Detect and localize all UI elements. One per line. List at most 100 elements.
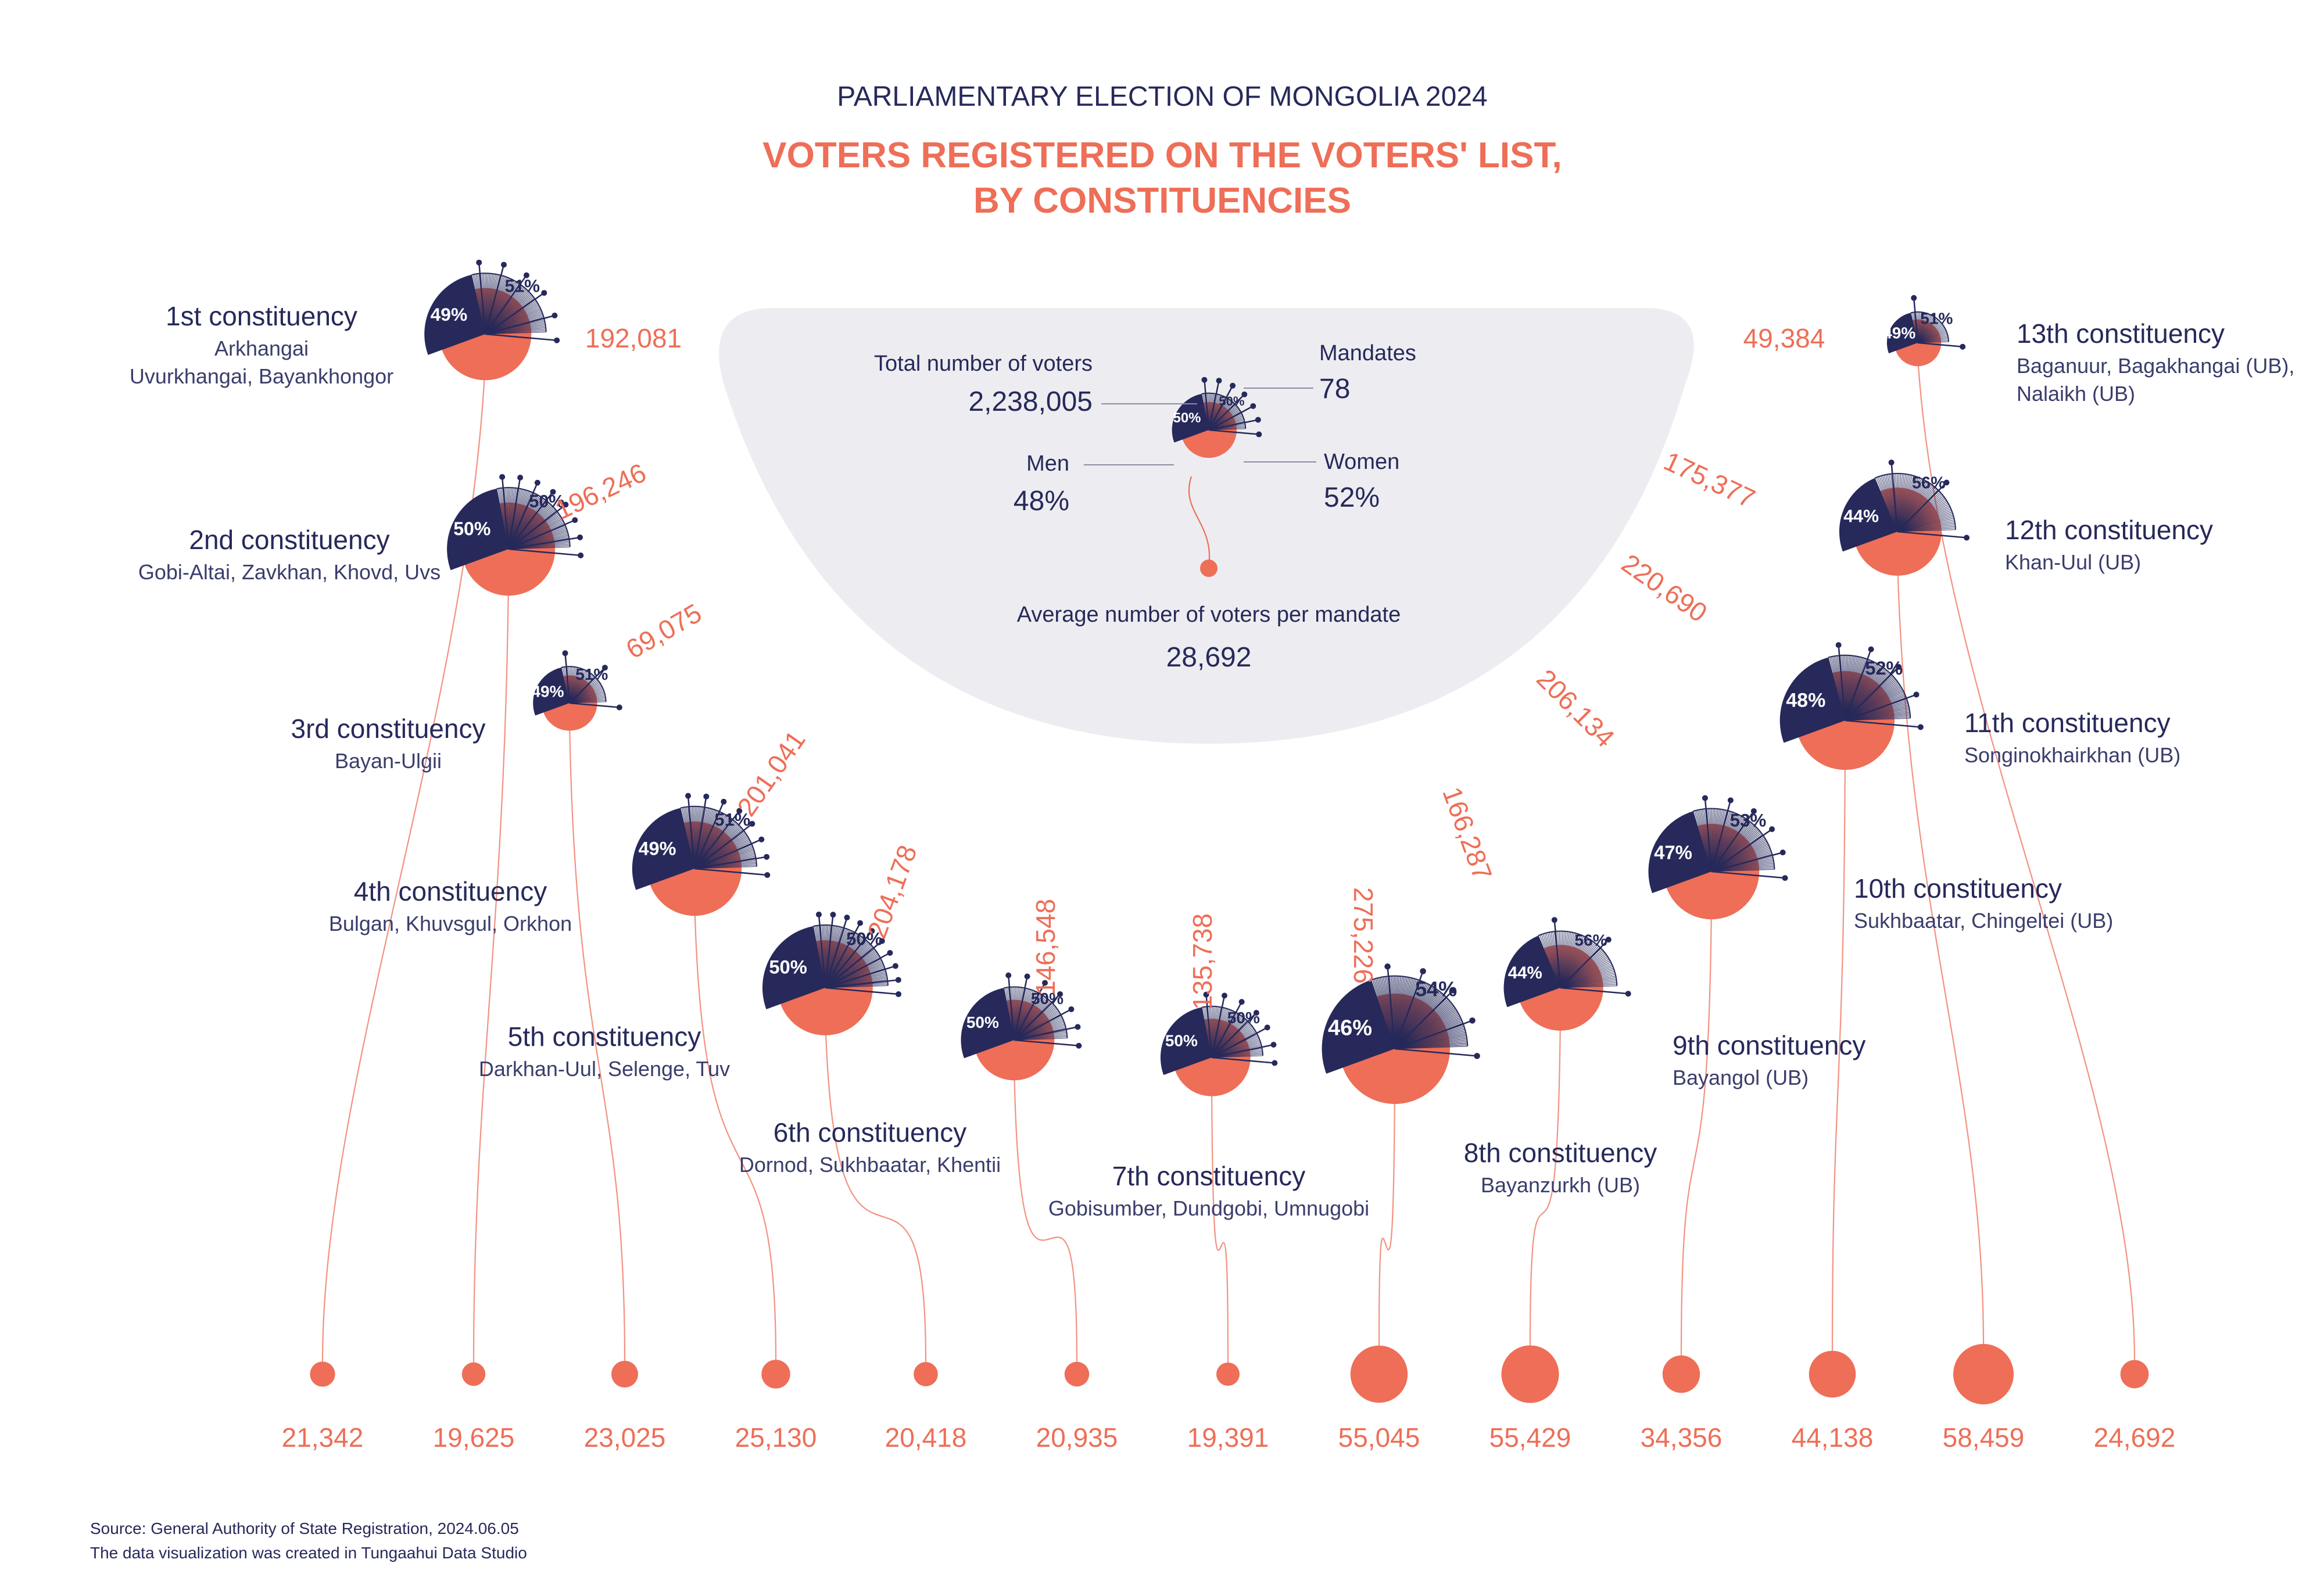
constituency-4-men-pct: 49%	[638, 838, 676, 859]
constituency-11-pie: 48% 52%	[1779, 642, 1924, 770]
summary-avg-label: Average number of voters per mandate	[1017, 603, 1401, 627]
constituency-9: 44% 56%	[1503, 917, 1631, 1031]
constituency-10-avg-dot	[1662, 1355, 1700, 1393]
constituency-12-mandate-dot	[1964, 535, 1970, 541]
constituency-3-mandate-dot	[601, 665, 608, 671]
constituency-5-mandate-stems	[815, 911, 902, 998]
constituency-4-name: 4th constituency	[354, 876, 547, 906]
constituency-7-mandate-dot	[1221, 992, 1227, 999]
constituency-3-men-sector	[533, 667, 570, 716]
constituency-11-men-pct: 48%	[1786, 690, 1825, 712]
constituency-2-name: 2nd constituency	[189, 525, 389, 555]
summary-mandates-value: 78	[1319, 374, 1350, 404]
constituency-4-men-sector	[632, 808, 694, 890]
constituency-8-mandate-stems	[1384, 963, 1480, 1059]
constituency-8-pie: 46% 54%	[1322, 963, 1480, 1104]
constituency-7-pie: 50% 50%	[1160, 991, 1278, 1096]
summary-total-value: 2,238,005	[968, 386, 1093, 417]
constituency-7-name: 7th constituency	[1112, 1161, 1305, 1191]
constituency-7-men-sector	[1160, 1007, 1212, 1075]
constituency-2-mandate-dot	[499, 474, 506, 480]
constituency-1-mandate-stems	[476, 259, 560, 343]
constituency-11-avg-dot	[1809, 1350, 1856, 1398]
constituency-4-mandate-dot	[721, 798, 727, 805]
summary-pie: 50% 50%	[1172, 377, 1262, 458]
constituency-9-mandate-dot	[1605, 937, 1612, 943]
constituency-12-mandate-stems	[1888, 459, 1970, 541]
constituency-5-mandate-dot	[895, 977, 901, 983]
constituency-5-mandate-dot	[815, 911, 822, 917]
constituency-6-men-sector	[961, 988, 1014, 1059]
constituency-7-mandate-dot	[1270, 1042, 1277, 1048]
constituency-12-women-pct: 56%	[1912, 474, 1946, 493]
constituency-11-mandate-dot	[1868, 646, 1874, 653]
constituency-1-avg-dot	[310, 1361, 335, 1387]
constituency-2-mandate-stems	[499, 474, 584, 558]
source-note: Source: General Authority of State Regis…	[90, 1519, 519, 1537]
constituency-2-mandate-dot	[577, 534, 583, 540]
constituency-10-mandate-dot	[1702, 795, 1708, 801]
constituency-13-mandate-stems	[1911, 295, 1966, 350]
constituency-6-mandate-dot	[1068, 1006, 1075, 1012]
constituency-7-mandate-stems	[1203, 991, 1278, 1066]
constituency-6-mandate-dot	[1005, 972, 1012, 978]
summary-women-value: 52%	[1324, 482, 1380, 513]
constituency-6-total-label: 146,548	[1030, 899, 1061, 995]
constituency-7-mandate-dot	[1253, 1010, 1259, 1016]
constituency-2-mandate-dot	[572, 517, 578, 524]
constituency-12-name: 12th constituency	[2005, 515, 2213, 545]
constituency-1-mandate-dot	[476, 259, 482, 266]
constituency-4-region: Bulgan, Khuvsgul, Orkhon	[329, 912, 572, 935]
constituency-12-mandate-dot	[1888, 459, 1895, 465]
constituency-4-mandate-stems	[685, 793, 771, 878]
constituency-11-name: 11th constituency	[1964, 708, 2171, 738]
credit-note: The data visualization was created in Tu…	[90, 1544, 527, 1562]
constituency-10-region: Sukhbaatar, Chingeltei (UB)	[1854, 909, 2113, 933]
summary-mandate-dot	[1256, 431, 1262, 438]
constituency-3-pie: 49% 51%	[531, 650, 622, 731]
constituency-9-men-pct: 44%	[1508, 963, 1542, 983]
constituency-4-mandate-dot	[764, 872, 771, 878]
constituency-10-total-label: 206,134	[1531, 664, 1620, 753]
constituency-5-mandate-dot	[869, 928, 875, 934]
constituency-6-men-pct: 50%	[966, 1013, 999, 1031]
constituency-8-men-pct: 46%	[1328, 1016, 1372, 1041]
constituency-6-mandate-stems	[1005, 972, 1082, 1049]
constituency-12: 44% 56%	[1839, 459, 1970, 576]
constituency-10-mandate-dot	[1769, 826, 1775, 833]
constituency-6-avg-label: 20,935	[1036, 1422, 1118, 1453]
summary-avg-dot	[1200, 560, 1217, 577]
constituency-1-mandate-dot	[523, 272, 529, 278]
constituency-1-region: Uvurkhangai, Bayankhongor	[130, 364, 393, 388]
constituency-13: 49% 51%	[1883, 295, 1966, 367]
constituency-5: 50% 50%	[762, 911, 902, 1035]
constituency-9-name: 9th constituency	[1673, 1030, 1865, 1060]
constituency-1-mandate-dot	[541, 290, 547, 296]
constituency-5-region: Darkhan-Uul, Selenge, Tuv	[479, 1057, 730, 1081]
avg-per-mandate-row: 21,342 19,625 23,025 25,130 20,418 20,935 19,3…	[282, 1344, 2176, 1453]
summary-avg-value: 28,692	[1166, 642, 1252, 673]
constituency-3-total-label: 69,075	[621, 597, 707, 664]
constituency-3-men-pct: 49%	[531, 682, 564, 700]
constituency-13-avg-label: 24,692	[2094, 1422, 2176, 1453]
constituency-8-mandate-dot	[1469, 1017, 1476, 1024]
constituency-6-mandate-dot	[1024, 973, 1030, 980]
summary-mandate-dot	[1216, 378, 1222, 384]
constituency-4-mandate-dot	[703, 793, 710, 800]
constituency-12-region: Khan-Uul (UB)	[2005, 550, 2141, 574]
constituency-9-pie: 44% 56%	[1503, 917, 1631, 1031]
constituency-5-avg-dot	[914, 1362, 938, 1386]
summary-men-label: Men	[1026, 451, 1069, 476]
constituency-2-avg-dot	[461, 1362, 486, 1386]
constituency-5-women-pct: 50%	[846, 928, 882, 949]
constituency-10-connector	[1680, 900, 1713, 1356]
constituency-2-women-pct: 50%	[529, 492, 564, 511]
constituency-10-mandate-dot	[1779, 849, 1786, 856]
constituency-4-avg-dot	[761, 1360, 790, 1389]
constituency-11-men-sector	[1779, 657, 1845, 743]
summary-mandates-label: Mandates	[1319, 341, 1416, 365]
constituency-8-mandate-dot	[1450, 987, 1456, 994]
constituency-1-mandate-dot	[554, 337, 560, 343]
constituency-6-mandate-dot	[1042, 980, 1048, 986]
constituency-5-connector	[824, 1016, 927, 1363]
